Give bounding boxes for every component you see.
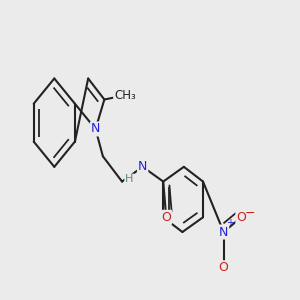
Text: N: N [219, 226, 228, 238]
Text: H: H [125, 174, 134, 184]
Text: O: O [161, 211, 171, 224]
Text: +: + [226, 218, 234, 228]
Text: O: O [236, 211, 246, 224]
Text: −: − [244, 207, 255, 220]
Text: N: N [91, 122, 100, 136]
Text: N: N [138, 160, 147, 173]
Text: O: O [219, 261, 229, 274]
Text: CH₃: CH₃ [114, 89, 136, 102]
